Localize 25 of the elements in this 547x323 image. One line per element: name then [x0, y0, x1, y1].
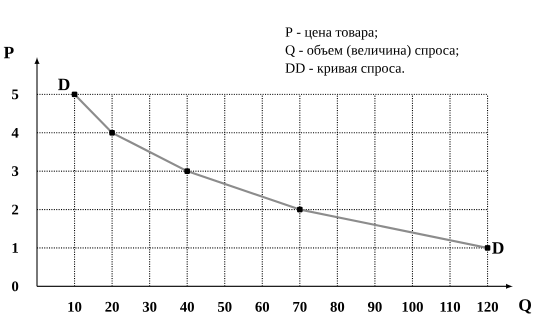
y-tick-label: 3 — [12, 166, 18, 176]
x-tick-label: 120 — [478, 302, 498, 312]
x-tick-label: 20 — [105, 302, 119, 312]
x-tick-label: 40 — [180, 302, 194, 312]
y-tick-label: 1 — [12, 243, 18, 253]
x-tick-label: 90 — [368, 302, 382, 312]
x-tick-label: 70 — [293, 302, 307, 312]
y-tick-label: 4 — [12, 128, 18, 138]
annotation: DD - кривая спроса. — [285, 63, 404, 76]
x-axis-title: Q — [519, 299, 532, 314]
annotation: D — [492, 242, 504, 254]
text: Q - объем (величина) спроса; — [286, 44, 458, 58]
x-tick-label: 100 — [402, 302, 423, 312]
x-tick-label: 30 — [142, 302, 156, 312]
y-tick-label: 0 — [12, 281, 18, 292]
x-tick-label: 60 — [255, 302, 270, 312]
annotation: D — [58, 78, 70, 90]
text: P - цена товара; — [285, 27, 378, 40]
y-tick-label: 5 — [12, 90, 18, 100]
x-tick-label: 80 — [330, 302, 344, 312]
y-axis-title: P — [4, 46, 14, 58]
y-tick-label: 2 — [12, 204, 18, 214]
x-tick-label: 10 — [68, 302, 82, 312]
x-tick-label: 50 — [218, 302, 232, 312]
x-tick-label: 110 — [440, 302, 460, 312]
